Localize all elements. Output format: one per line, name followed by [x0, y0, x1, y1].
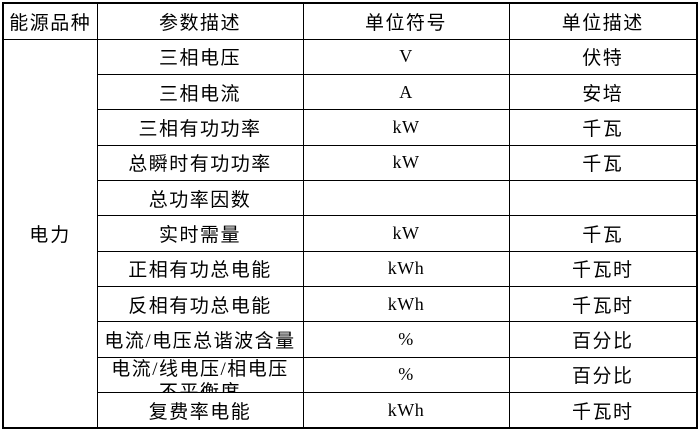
- table-row: 总瞬时有功功率 kW 千瓦: [3, 144, 698, 181]
- unit-symbol-cell: kWh: [302, 286, 510, 323]
- unit-desc-cell: 百分比: [508, 356, 698, 394]
- unit-symbol-cell: %: [302, 321, 510, 358]
- param-cell: 总瞬时有功功率: [96, 144, 304, 181]
- unit-symbol-cell: kW: [302, 144, 510, 181]
- param-line1: 电流/线电压/相电压: [111, 358, 289, 380]
- table-row: 电流/线电压/相电压 不平衡度 % 百分比: [3, 356, 698, 394]
- param-cell: 总功率因数: [96, 179, 304, 217]
- header-param-desc: 参数描述: [96, 2, 304, 40]
- header-unit-desc: 单位描述: [508, 2, 698, 40]
- unit-desc-cell: 千瓦时: [508, 392, 698, 429]
- unit-desc-cell: 千瓦时: [508, 250, 698, 288]
- unit-symbol-cell: V: [302, 38, 510, 75]
- param-clipped-text: 电流/线电压/相电压 不平衡度: [98, 358, 302, 392]
- header-unit-symbol: 单位符号: [302, 2, 510, 40]
- unit-desc-cell: 伏特: [508, 38, 698, 75]
- unit-symbol-cell: kW: [302, 215, 510, 252]
- unit-desc-cell: 千瓦: [508, 215, 698, 252]
- table-row: 复费率电能 kWh 千瓦时: [3, 392, 698, 429]
- unit-symbol-cell: A: [302, 73, 510, 111]
- unit-symbol-cell: kWh: [302, 392, 510, 429]
- table-row: 三相电流 A 安培: [3, 73, 698, 111]
- table-row: 反相有功总电能 kWh 千瓦时: [3, 286, 698, 323]
- unit-desc-cell: 千瓦: [508, 144, 698, 181]
- param-cell: 电流/电压总谐波含量: [96, 321, 304, 358]
- unit-desc-cell: 安培: [508, 73, 698, 111]
- table-row: 正相有功总电能 kWh 千瓦时: [3, 250, 698, 288]
- table-row: 总功率因数: [3, 179, 698, 217]
- param-cell: 实时需量: [96, 215, 304, 252]
- unit-desc-cell: [508, 179, 698, 217]
- table-row: 三相有功功率 kW 千瓦: [3, 109, 698, 146]
- unit-symbol-cell: kWh: [302, 250, 510, 288]
- header-row: 能源品种 参数描述 单位符号 单位描述: [2, 2, 698, 40]
- unit-desc-cell: 千瓦: [508, 109, 698, 146]
- table-row: 实时需量 kW 千瓦: [3, 215, 698, 252]
- unit-desc-cell: 百分比: [508, 321, 698, 358]
- energy-type-cell: 电力: [2, 38, 98, 429]
- unit-symbol-cell: kW: [302, 109, 510, 146]
- unit-desc-cell: 千瓦时: [508, 286, 698, 323]
- param-cell: 三相电压: [96, 38, 304, 75]
- param-cell: 反相有功总电能: [96, 286, 304, 323]
- param-cell: 正相有功总电能: [96, 250, 304, 288]
- table-row: 电流/电压总谐波含量 % 百分比: [3, 321, 698, 358]
- table-row: 电力 三相电压 V 伏特: [2, 38, 698, 429]
- param-line2-clipped: 不平衡度: [98, 381, 302, 392]
- param-cell: 三相有功功率: [96, 109, 304, 146]
- param-cell: 三相电流: [96, 73, 304, 111]
- unit-symbol-cell: [302, 179, 510, 217]
- param-cell: 复费率电能: [96, 392, 304, 429]
- param-cell-two-line: 电流/线电压/相电压 不平衡度: [96, 356, 304, 394]
- header-energy-type: 能源品种: [2, 2, 98, 40]
- unit-symbol-cell: %: [302, 356, 510, 394]
